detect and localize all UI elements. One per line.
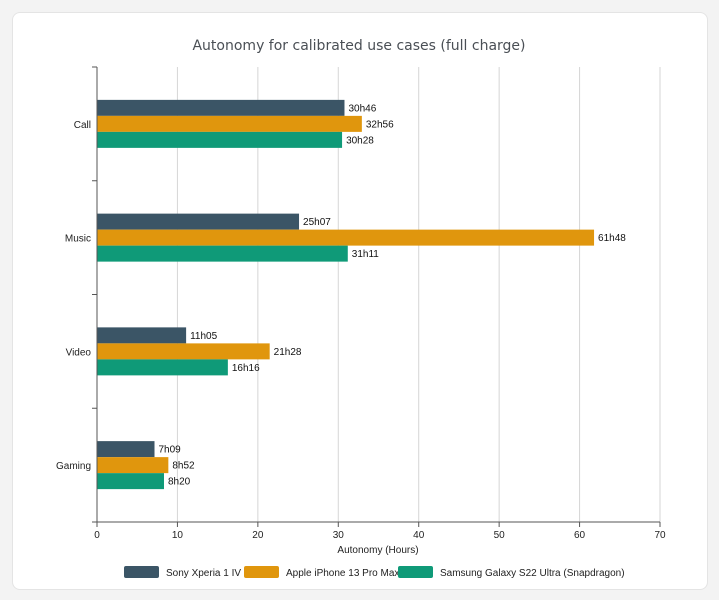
data-label: 31h11 [352,249,380,260]
x-axis-title: Autonomy (Hours) [337,545,418,556]
legend-label: Sony Xperia 1 IV [166,568,241,579]
data-label: 8h20 [168,477,191,488]
data-label: 7h09 [159,445,182,456]
x-tick-label: 30 [333,530,345,541]
bar [97,229,595,246]
data-label: 32h56 [366,119,394,130]
bar [97,473,164,490]
legend-swatch [398,566,433,578]
bar [97,99,345,116]
x-tick-label: 70 [654,530,666,541]
bar [97,343,270,360]
legend-swatch [244,566,279,578]
bar [97,327,187,344]
data-label: 8h52 [172,461,195,472]
x-tick-label: 0 [94,530,100,541]
legend-label: Apple iPhone 13 Pro Max [286,568,399,579]
bar [97,213,300,230]
x-tick-label: 20 [252,530,264,541]
legend-label: Samsung Galaxy S22 Ultra (Snapdragon) [440,568,625,579]
data-label: 61h48 [598,233,626,244]
bar [97,441,155,458]
bars: 30h46 32h56 30h28 25h07 61h48 31h11 11h05 21h28… [97,99,626,490]
bar [97,359,228,376]
data-label: 30h28 [346,135,374,146]
data-label: 25h07 [303,217,331,228]
x-tick-label: 60 [574,530,586,541]
chart-title: Autonomy for calibrated use cases (full … [192,38,525,54]
x-tick-label: 50 [494,530,506,541]
bar [97,115,362,132]
legend-swatch [124,566,159,578]
category-label: Call [74,120,91,131]
axes: 0 10 20 30 40 50 60 70 Call Music Video Gaming [56,66,666,541]
legend: Sony Xperia 1 IV Apple iPhone 13 Pro Max S… [124,566,625,579]
x-tick-label: 40 [413,530,425,541]
data-label: 16h16 [232,363,260,374]
category-label: Music [65,234,91,245]
data-label: 30h46 [348,103,376,114]
data-label: 11h05 [190,331,218,342]
x-tick-label: 10 [172,530,184,541]
category-label: Video [66,347,92,358]
bar [97,245,348,262]
bar [97,131,343,148]
bar [97,457,169,474]
category-label: Gaming [56,461,91,472]
data-label: 21h28 [274,347,302,358]
